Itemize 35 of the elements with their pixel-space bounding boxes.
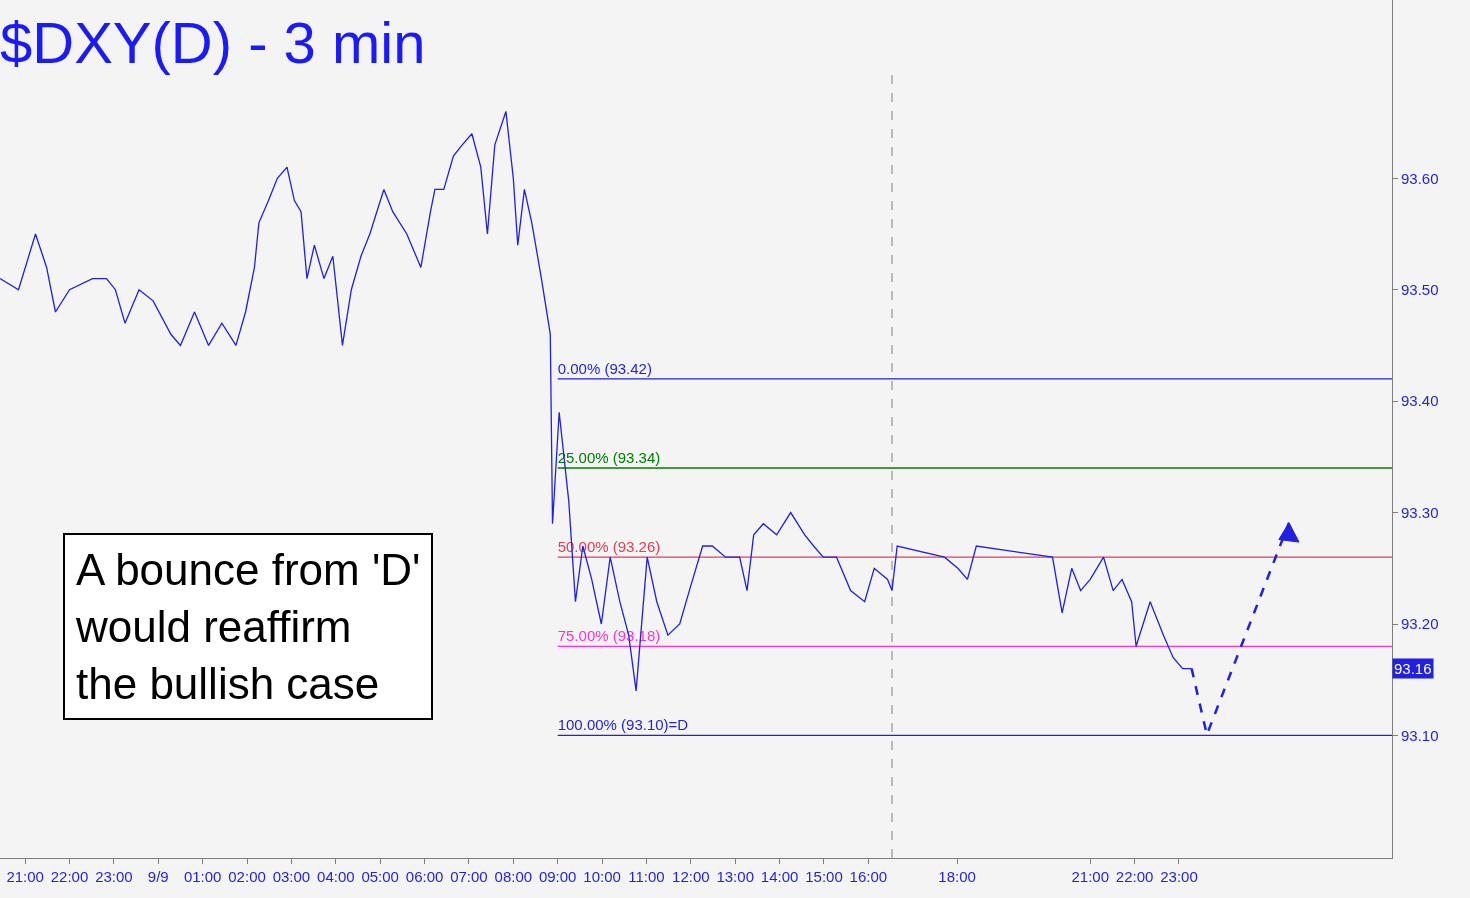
x-tick-label: 13:00 [716, 868, 754, 885]
x-tick-label: 9/9 [147, 868, 169, 885]
annotation: A bounce from 'D' would reaffirm the bullish case [75, 545, 421, 709]
chart-title: $DXY(D) - 3 min [0, 9, 426, 75]
ref-line-label: 0.00% (93.42) [557, 359, 652, 377]
x-tick-label: 06:00 [405, 868, 444, 885]
x-tick-label: 01:00 [183, 868, 222, 885]
x-tick-label: 22:00 [1115, 868, 1154, 885]
x-tick-label: 10:00 [583, 868, 621, 885]
ref-line-label: 100.00% (93.10)=D [557, 716, 689, 734]
x-tick-label: 12:00 [672, 868, 710, 885]
x-tick-label: 23:00 [1160, 868, 1198, 885]
x-tick-label: 15:00 [805, 868, 843, 885]
y-tick-label: 93.10 [1401, 726, 1439, 744]
y-tick-label: 93.40 [1401, 392, 1439, 410]
x-tick-label: 03:00 [272, 868, 311, 885]
annotation: 93.16 [1394, 660, 1432, 677]
x-tick-label: 11:00 [628, 868, 665, 885]
y-tick-label: 93.50 [1401, 280, 1439, 298]
x-tick-label: 22:00 [50, 868, 89, 885]
x-tick-label: 16:00 [849, 868, 888, 885]
x-tick-label: 08:00 [494, 868, 533, 885]
x-tick-label: 18:00 [938, 868, 976, 885]
y-tick-label: 93.60 [1401, 169, 1439, 187]
x-tick-label: 14:00 [760, 868, 799, 885]
x-tick-label: 09:00 [538, 868, 577, 885]
x-tick-label: 21:00 [6, 868, 44, 885]
y-tick-label: 93.30 [1401, 503, 1439, 521]
x-tick-label: 02:00 [228, 868, 266, 885]
x-tick-label: 23:00 [95, 868, 133, 885]
x-tick-label: 05:00 [361, 868, 399, 885]
x-tick-label: 07:00 [450, 868, 488, 885]
y-tick-label: 93.20 [1401, 615, 1439, 633]
x-tick-label: 21:00 [1071, 868, 1109, 885]
x-tick-label: 04:00 [317, 868, 355, 885]
